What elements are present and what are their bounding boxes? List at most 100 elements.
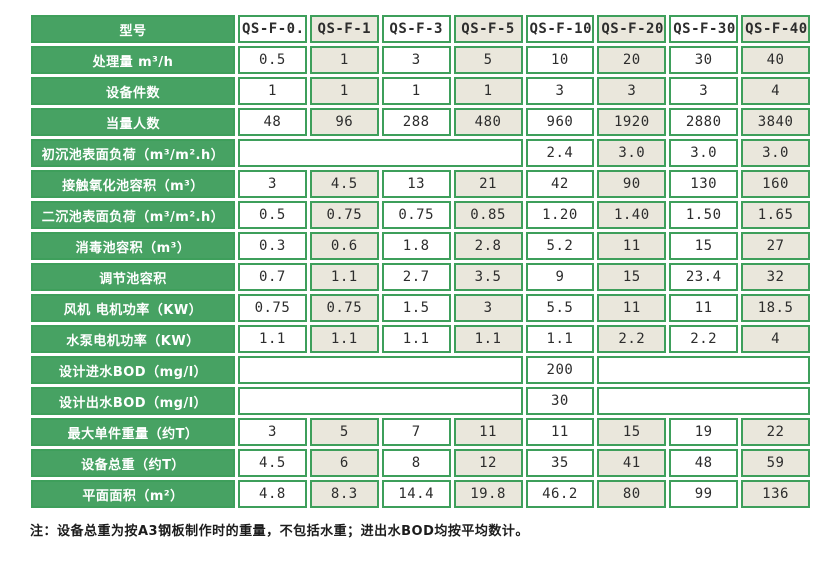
value-cell: 48 <box>669 449 739 477</box>
table-row: 处理量 m³/h 0.5 1 3 5 10 20 30 40 <box>31 46 810 74</box>
value-cell: 2.8 <box>453 232 523 260</box>
row-label-cell: 当量人数 <box>31 108 235 136</box>
model-header-cell: QS-F-5 <box>453 15 523 43</box>
value-cell: 15 <box>597 263 667 291</box>
model-header-cell: QS-F-20 <box>597 15 667 43</box>
row-label-cell: 最大单件重量（约T） <box>31 418 235 446</box>
row-label-cell: 水泵电机功率（KW） <box>31 325 235 353</box>
value-cell: 1 <box>309 77 379 105</box>
row-label-cell: 设备总重（约T） <box>31 449 235 477</box>
value-cell: 42 <box>525 170 595 198</box>
value-cell: 11 <box>597 294 667 322</box>
empty-merged-cell <box>238 139 523 167</box>
value-cell: 0.6 <box>309 232 379 260</box>
table-row: 当量人数 48 96 288 480 960 1920 2880 3840 <box>31 108 810 136</box>
value-cell: 2.4 <box>525 139 595 167</box>
value-cell: 0.7 <box>238 263 307 291</box>
model-header-cell: QS-F-0.5 <box>238 15 307 43</box>
value-cell: 0.75 <box>238 294 307 322</box>
value-cell: 8.3 <box>309 480 379 508</box>
value-cell: 3 <box>525 77 595 105</box>
value-cell: 2.2 <box>669 325 739 353</box>
empty-merged-cell <box>597 387 810 415</box>
value-cell: 11 <box>669 294 739 322</box>
value-cell: 99 <box>669 480 739 508</box>
row-label-cell: 调节池容积 <box>31 263 235 291</box>
row-label-cell: 处理量 m³/h <box>31 46 235 74</box>
value-cell: 0.75 <box>309 294 379 322</box>
spec-table-head: 型号 QS-F-0.5 QS-F-1 QS-F-3 QS-F-5 QS-F-10 QS-F-… <box>31 15 810 43</box>
value-cell: 14.4 <box>381 480 451 508</box>
table-row: 初沉池表面负荷（m³/m².h） 2.4 3.0 3.0 3.0 <box>31 139 810 167</box>
table-row: 设备总重（约T） 4.5 6 8 12 35 41 48 59 <box>31 449 810 477</box>
value-cell: 35 <box>525 449 595 477</box>
value-cell: 160 <box>741 170 810 198</box>
value-cell: 80 <box>597 480 667 508</box>
value-cell: 2.7 <box>381 263 451 291</box>
value-cell: 5 <box>453 46 523 74</box>
value-cell: 1.1 <box>309 325 379 353</box>
table-row: 接触氧化池容积（m³） 3 4.5 13 21 42 90 130 160 <box>31 170 810 198</box>
table-row: 平面面积（m²） 4.8 8.3 14.4 19.8 46.2 80 99 136 <box>31 480 810 508</box>
value-cell: 96 <box>309 108 379 136</box>
value-cell: 1 <box>238 77 307 105</box>
value-cell: 18.5 <box>741 294 810 322</box>
value-cell: 3 <box>669 77 739 105</box>
value-cell: 30 <box>669 46 739 74</box>
value-cell: 0.3 <box>238 232 307 260</box>
value-cell: 1.1 <box>453 325 523 353</box>
value-cell: 0.75 <box>381 201 451 229</box>
value-cell: 480 <box>453 108 523 136</box>
value-cell: 1.1 <box>381 325 451 353</box>
model-header-row: 型号 QS-F-0.5 QS-F-1 QS-F-3 QS-F-5 QS-F-10 QS-F-… <box>31 15 810 43</box>
value-cell: 3.0 <box>669 139 739 167</box>
value-cell: 11 <box>525 418 595 446</box>
value-cell: 13 <box>381 170 451 198</box>
table-row: 二沉池表面负荷（m³/m².h） 0.5 0.75 0.75 0.85 1.20 1.40 1… <box>31 201 810 229</box>
value-cell: 3 <box>381 46 451 74</box>
table-row: 风机 电机功率（KW） 0.75 0.75 1.5 3 5.5 11 11 18.5 <box>31 294 810 322</box>
value-cell: 1920 <box>597 108 667 136</box>
value-cell: 4.8 <box>238 480 307 508</box>
value-cell: 5.2 <box>525 232 595 260</box>
row-label-cell: 设计出水BOD（mg/l） <box>31 387 235 415</box>
value-cell: 3.5 <box>453 263 523 291</box>
value-cell: 7 <box>381 418 451 446</box>
value-cell: 10 <box>525 46 595 74</box>
model-column-title: 型号 <box>31 15 235 43</box>
value-cell: 136 <box>741 480 810 508</box>
row-label-cell: 消毒池容积（m³） <box>31 232 235 260</box>
value-cell: 4.5 <box>238 449 307 477</box>
value-cell: 59 <box>741 449 810 477</box>
value-cell: 3840 <box>741 108 810 136</box>
table-row: 设计进水BOD（mg/l） 200 <box>31 356 810 384</box>
value-cell: 40 <box>741 46 810 74</box>
value-cell: 19 <box>669 418 739 446</box>
value-cell: 46.2 <box>525 480 595 508</box>
value-cell: 21 <box>453 170 523 198</box>
value-cell: 200 <box>525 356 595 384</box>
value-cell: 0.85 <box>453 201 523 229</box>
table-row: 调节池容积 0.7 1.1 2.7 3.5 9 15 23.4 32 <box>31 263 810 291</box>
model-header-cell: QS-F-40 <box>741 15 810 43</box>
model-header-cell: QS-F-30 <box>669 15 739 43</box>
value-cell: 23.4 <box>669 263 739 291</box>
value-cell: 5.5 <box>525 294 595 322</box>
table-row: 最大单件重量（约T） 3 5 7 11 11 15 19 22 <box>31 418 810 446</box>
value-cell: 11 <box>453 418 523 446</box>
footnote: 注：设备总重为按A3钢板制作时的重量，不包括水重；进出水BOD均按平均数计。 <box>30 524 529 539</box>
value-cell: 1.8 <box>381 232 451 260</box>
value-cell: 8 <box>381 449 451 477</box>
model-header-cell: QS-F-1 <box>309 15 379 43</box>
value-cell: 5 <box>309 418 379 446</box>
value-cell: 48 <box>238 108 307 136</box>
value-cell: 1 <box>381 77 451 105</box>
row-label-cell: 设计进水BOD（mg/l） <box>31 356 235 384</box>
value-cell: 3.0 <box>741 139 810 167</box>
value-cell: 1.5 <box>381 294 451 322</box>
value-cell: 4 <box>741 325 810 353</box>
value-cell: 27 <box>741 232 810 260</box>
value-cell: 15 <box>669 232 739 260</box>
row-label-cell: 风机 电机功率（KW） <box>31 294 235 322</box>
